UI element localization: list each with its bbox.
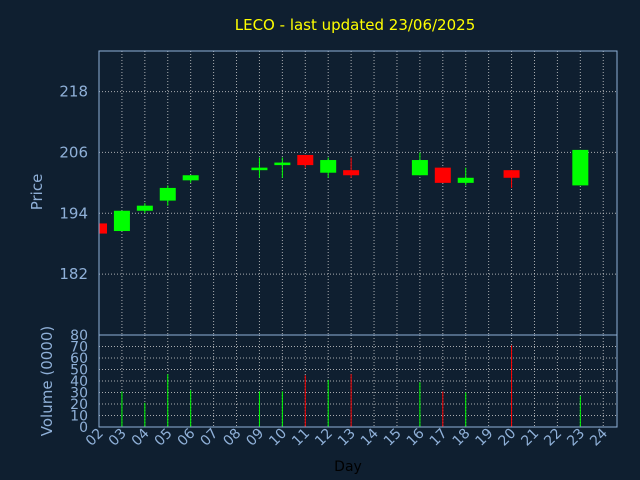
price-axis-label: Price <box>28 174 46 211</box>
price-panel: 182 194 206 218 <box>59 50 618 336</box>
candle-body <box>411 160 428 176</box>
price-tick-label: 182 <box>59 265 88 283</box>
volume-tick-label: 80 <box>70 328 88 344</box>
x-tick-label: 09 <box>243 426 267 450</box>
price-tick-label: 206 <box>59 143 88 161</box>
x-tick-label: 07 <box>198 426 222 450</box>
x-tick-label: 24 <box>587 425 611 449</box>
volume-tick-label: 60 <box>70 351 88 367</box>
x-tick-label: 18 <box>450 426 474 450</box>
volume-tick-label: 30 <box>70 386 88 402</box>
candle-body <box>251 167 268 171</box>
candle-body <box>434 167 451 183</box>
x-tick-label: 21 <box>518 426 542 450</box>
chart-title: LECO - last updated 23/06/2025 <box>235 16 475 34</box>
volume-tick-label: 50 <box>70 363 88 379</box>
x-tick-label: 04 <box>129 425 153 449</box>
x-tick-label: 08 <box>220 426 244 450</box>
price-tick-label: 218 <box>59 83 88 101</box>
volume-tick-label: 10 <box>70 409 88 425</box>
volume-tick-label: 70 <box>70 340 88 356</box>
price-tick-label: 194 <box>59 204 88 222</box>
candle-body <box>297 154 314 166</box>
x-tick-label: 16 <box>404 425 428 449</box>
x-tick-label: 03 <box>106 426 130 450</box>
x-axis: 02 03 04 05 06 07 08 09 10 11 12 13 14 15 16 17 18 19 20 21… <box>83 425 611 449</box>
candle-body <box>572 149 589 186</box>
candle-body <box>159 187 176 201</box>
x-tick-label: 12 <box>312 426 336 450</box>
volume-axis-label: Volume (0000) <box>38 326 56 436</box>
candle-body <box>274 162 291 166</box>
x-tick-label: 17 <box>427 426 451 450</box>
candle-body <box>343 170 360 176</box>
x-tick-label: 19 <box>473 426 497 450</box>
x-axis-label: Day <box>334 459 362 475</box>
candle-body <box>136 205 153 211</box>
volume-tick-label: 20 <box>70 397 88 413</box>
candle-body <box>457 177 474 183</box>
x-tick-label: 20 <box>495 426 519 450</box>
x-tick-label: 22 <box>541 426 565 450</box>
volume-tick-label: 0 <box>79 420 88 436</box>
x-tick-label: 15 <box>381 426 405 450</box>
x-tick-label: 06 <box>175 425 199 449</box>
volume-tick-label: 40 <box>70 374 88 390</box>
x-tick-label: 11 <box>289 426 313 450</box>
candle-body <box>99 223 107 234</box>
candle-body <box>503 170 520 178</box>
x-tick-label: 05 <box>152 426 176 450</box>
x-tick-label: 10 <box>266 426 290 450</box>
candle-body <box>113 210 130 232</box>
x-tick-label: 13 <box>335 426 359 450</box>
x-tick-label: 14 <box>358 425 382 449</box>
candle-body <box>182 175 199 181</box>
volume-plot-frame <box>98 334 618 428</box>
price-plot-frame <box>98 50 618 336</box>
x-tick-label: 23 <box>564 426 588 450</box>
candle-body <box>320 160 337 173</box>
